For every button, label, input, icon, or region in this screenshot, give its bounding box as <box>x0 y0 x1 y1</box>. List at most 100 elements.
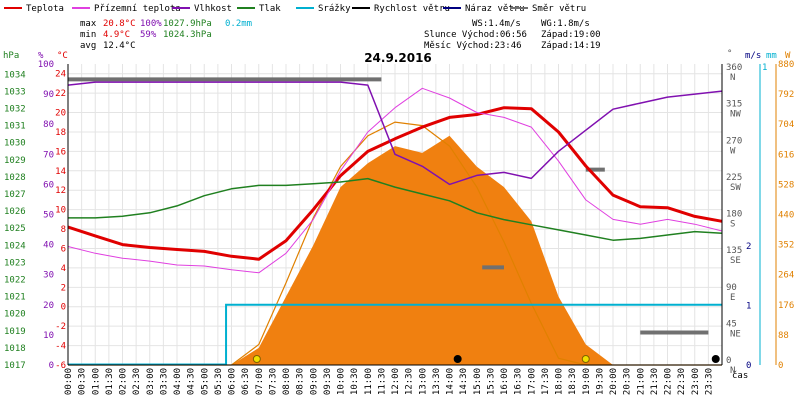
stat-min-hum: 59% <box>140 30 157 40</box>
info-ws: WS:1.4m/s <box>472 19 521 29</box>
tick-time: 17:30 <box>541 368 551 395</box>
legend-label-1: Přízemní teplota <box>94 4 181 14</box>
tick-w: 616 <box>778 150 794 160</box>
axis-c-label: °C <box>57 51 68 61</box>
tick-time: 21:30 <box>650 368 660 395</box>
tick-hpa: 1018 <box>4 344 26 354</box>
tick-pct: 0 <box>49 361 54 371</box>
tick-pct: 30 <box>43 271 54 281</box>
tick-hpa: 1034 <box>4 70 26 80</box>
tick-w: 88 <box>778 331 789 341</box>
tick-dir-label: SE <box>730 256 741 266</box>
tick-hpa: 1028 <box>4 173 26 183</box>
tick-time: 12:30 <box>405 368 415 395</box>
stat-max-temp: 20.8°C <box>103 19 136 29</box>
tick-dir-deg: 135 <box>726 246 742 256</box>
tick-time: 09:30 <box>323 368 333 395</box>
tick-w: 0 <box>778 361 783 371</box>
info-slunce: Slunce Východ:06:56 <box>424 30 527 40</box>
tick-time: 11:30 <box>377 368 387 395</box>
tick-hpa: 1022 <box>4 275 26 285</box>
sun-marker-1 <box>581 355 590 363</box>
tick-hpa: 1029 <box>4 156 26 166</box>
tick-dir-label: S <box>730 220 735 230</box>
stat-avg-temp: 12.4°C <box>103 41 136 51</box>
tick-dir-deg: 270 <box>726 136 742 146</box>
tick-c: 8 <box>61 225 66 235</box>
tick-hpa: 1017 <box>4 361 26 371</box>
tick-dir-deg: 180 <box>726 210 742 220</box>
series-line-2 <box>67 81 723 186</box>
stat-max-label: max <box>80 19 97 29</box>
tick-time: 20:00 <box>609 368 619 395</box>
tick-hpa: 1024 <box>4 241 26 251</box>
tick-hpa: 1023 <box>4 258 26 268</box>
tick-c: 22 <box>55 89 66 99</box>
tick-c: 12 <box>55 186 66 196</box>
stat-max-press: 1027.9hPa <box>163 19 212 29</box>
tick-w: 352 <box>778 241 794 251</box>
tick-pct: 90 <box>43 90 54 100</box>
tick-time: 20:30 <box>623 368 633 395</box>
tick-dir-deg: 90 <box>726 283 737 293</box>
tick-ms: 1 <box>746 302 751 312</box>
legend-label-5: Rychlost větru <box>374 4 450 14</box>
tick-pct: 100 <box>38 60 54 70</box>
tick-time: 02:30 <box>132 368 142 395</box>
tick-time: 05:30 <box>214 368 224 395</box>
tick-c: 0 <box>61 303 66 313</box>
tick-time: 23:30 <box>704 368 714 395</box>
stat-avg-label: avg <box>80 41 96 51</box>
tick-mm: 1 <box>762 63 767 73</box>
tick-c: 10 <box>55 206 66 216</box>
tick-ms: 2 <box>746 242 751 252</box>
tick-time: 08:00 <box>282 368 292 395</box>
stat-max-hum: 100% <box>140 19 162 29</box>
tick-time: 22:30 <box>677 368 687 395</box>
tick-hpa: 1020 <box>4 310 26 320</box>
tick-time: 11:00 <box>364 368 374 395</box>
tick-c: 2 <box>61 283 66 293</box>
moon-marker-1 <box>711 355 720 363</box>
tick-c: 20 <box>55 109 66 119</box>
series-line-1 <box>67 87 723 274</box>
tick-c: 4 <box>61 264 66 274</box>
tick-time: 15:30 <box>486 368 496 395</box>
tick-pct: 50 <box>43 211 54 221</box>
tick-time: 02:00 <box>119 368 129 395</box>
tick-time: 18:30 <box>568 368 578 395</box>
tick-dir-label: NE <box>730 329 741 339</box>
moon-marker-0 <box>453 355 462 363</box>
tick-time: 00:30 <box>78 368 88 395</box>
axis-hpa-label: hPa <box>3 51 19 61</box>
axis-mm-label: mm <box>766 51 777 61</box>
tick-time: 03:30 <box>159 368 169 395</box>
tick-w: 704 <box>778 120 794 130</box>
tick-time: 13:00 <box>418 368 428 395</box>
tick-time: 01:30 <box>105 368 115 395</box>
tick-time: 07:00 <box>255 368 265 395</box>
tick-hpa: 1027 <box>4 190 26 200</box>
tick-pct: 80 <box>43 120 54 130</box>
tick-c: 6 <box>61 244 66 254</box>
tick-dir-label: W <box>730 146 736 156</box>
tick-c: -6 <box>55 361 66 371</box>
tick-pct: 60 <box>43 180 54 190</box>
tick-pct: 70 <box>43 150 54 160</box>
legend-label-0: Teplota <box>26 4 64 14</box>
tick-time: 04:00 <box>173 368 183 395</box>
tick-time: 22:00 <box>664 368 674 395</box>
tick-dir-deg: 45 <box>726 319 737 329</box>
tick-dir-label: N <box>730 73 735 83</box>
tick-time: 13:30 <box>432 368 442 395</box>
tick-time: 14:00 <box>446 368 456 395</box>
info-mesic-zapad: Západ:14:19 <box>541 41 601 51</box>
tick-ms: 0 <box>746 361 751 371</box>
stat-max-rain: 0.2mm <box>225 19 252 29</box>
tick-pct: 40 <box>43 241 54 251</box>
axis-ms-label: m/s <box>745 51 761 61</box>
tick-time: 07:30 <box>268 368 278 395</box>
tick-dir-deg: 225 <box>726 173 742 183</box>
tick-time: 23:00 <box>691 368 701 395</box>
